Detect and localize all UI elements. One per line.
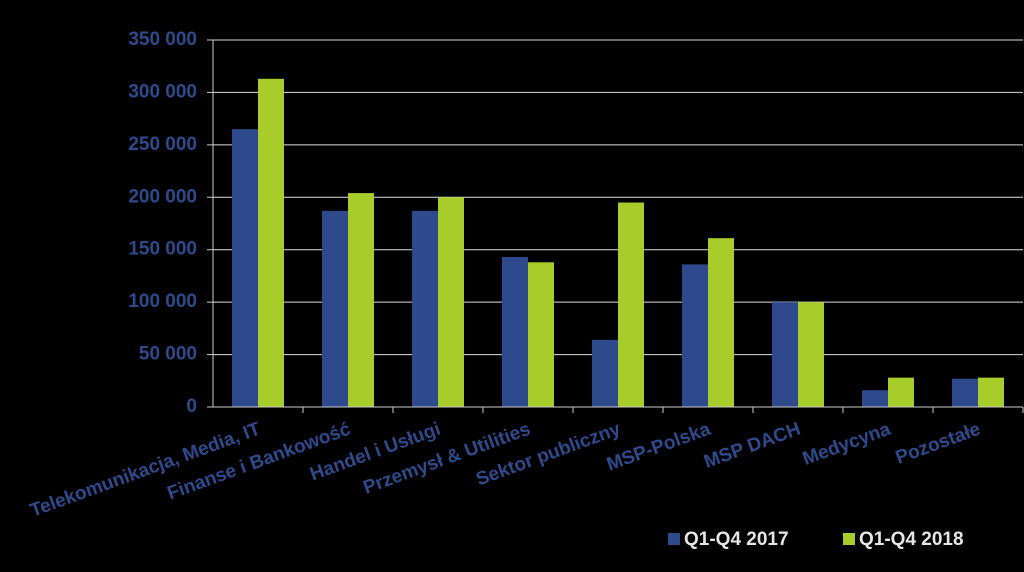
legend-swatch [843,533,855,545]
bar [438,197,464,407]
bar [888,377,914,407]
bar [322,210,348,407]
legend-swatch [668,533,680,545]
bar [708,238,734,407]
y-tick-label: 150 000 [128,239,197,260]
x-tick-label: Pozostałe [893,419,984,469]
y-tick-label: 300 000 [128,81,197,102]
bar [412,210,438,407]
bar [772,302,798,407]
x-tick-label: MSP DACH [701,419,803,473]
bar [978,377,1004,407]
bar [592,339,618,407]
bar [502,257,528,407]
legend-label: Q1-Q4 2018 [859,529,964,550]
x-tick-label: MSP-Polska [604,419,714,476]
bar [618,202,644,407]
y-tick-label: 200 000 [128,186,197,207]
bar [348,193,374,407]
y-tick-label: 350 000 [128,29,197,50]
bar [862,390,888,407]
x-tick-label: Medycyna [800,419,894,470]
legend-label: Q1-Q4 2017 [684,529,789,550]
y-tick-label: 250 000 [128,134,197,155]
bar [952,378,978,407]
y-tick-label: 50 000 [139,344,197,365]
bar [528,262,554,407]
bar [258,78,284,407]
bar [798,302,824,407]
y-tick-label: 0 [186,396,197,417]
bar [682,264,708,407]
bar [232,129,258,407]
y-tick-label: 100 000 [128,291,197,312]
